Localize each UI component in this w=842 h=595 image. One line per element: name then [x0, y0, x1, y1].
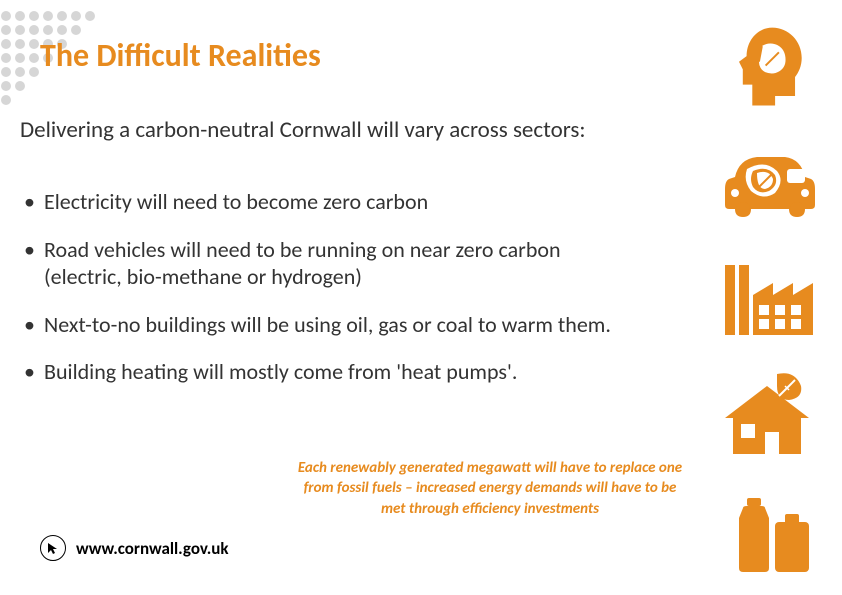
bullet-item: Road vehicles will need to be running on…: [20, 236, 640, 291]
cursor-circle-icon: [40, 535, 66, 561]
car-leaf-icon: [717, 136, 817, 231]
icon-column: [717, 20, 832, 580]
footer-url: www.cornwall.gov.uk: [76, 538, 229, 559]
bullet-item: Electricity will need to become zero car…: [20, 188, 640, 216]
head-leaf-icon: [717, 20, 817, 115]
callout-text: Each renewably generated megawatt will h…: [290, 458, 690, 519]
containers-icon: [717, 485, 817, 580]
page-title: The Difficult Realities: [40, 36, 321, 75]
bullet-item: Next-to-no buildings will be using oil, …: [20, 311, 640, 339]
subtitle-text: Delivering a carbon-neutral Cornwall wil…: [20, 116, 620, 145]
house-leaf-icon: [717, 369, 817, 464]
bullet-item: Building heating will mostly come from '…: [20, 358, 640, 386]
factory-icon: [717, 253, 817, 348]
bullet-list: Electricity will need to become zero car…: [20, 188, 640, 406]
footer: www.cornwall.gov.uk: [40, 535, 229, 561]
